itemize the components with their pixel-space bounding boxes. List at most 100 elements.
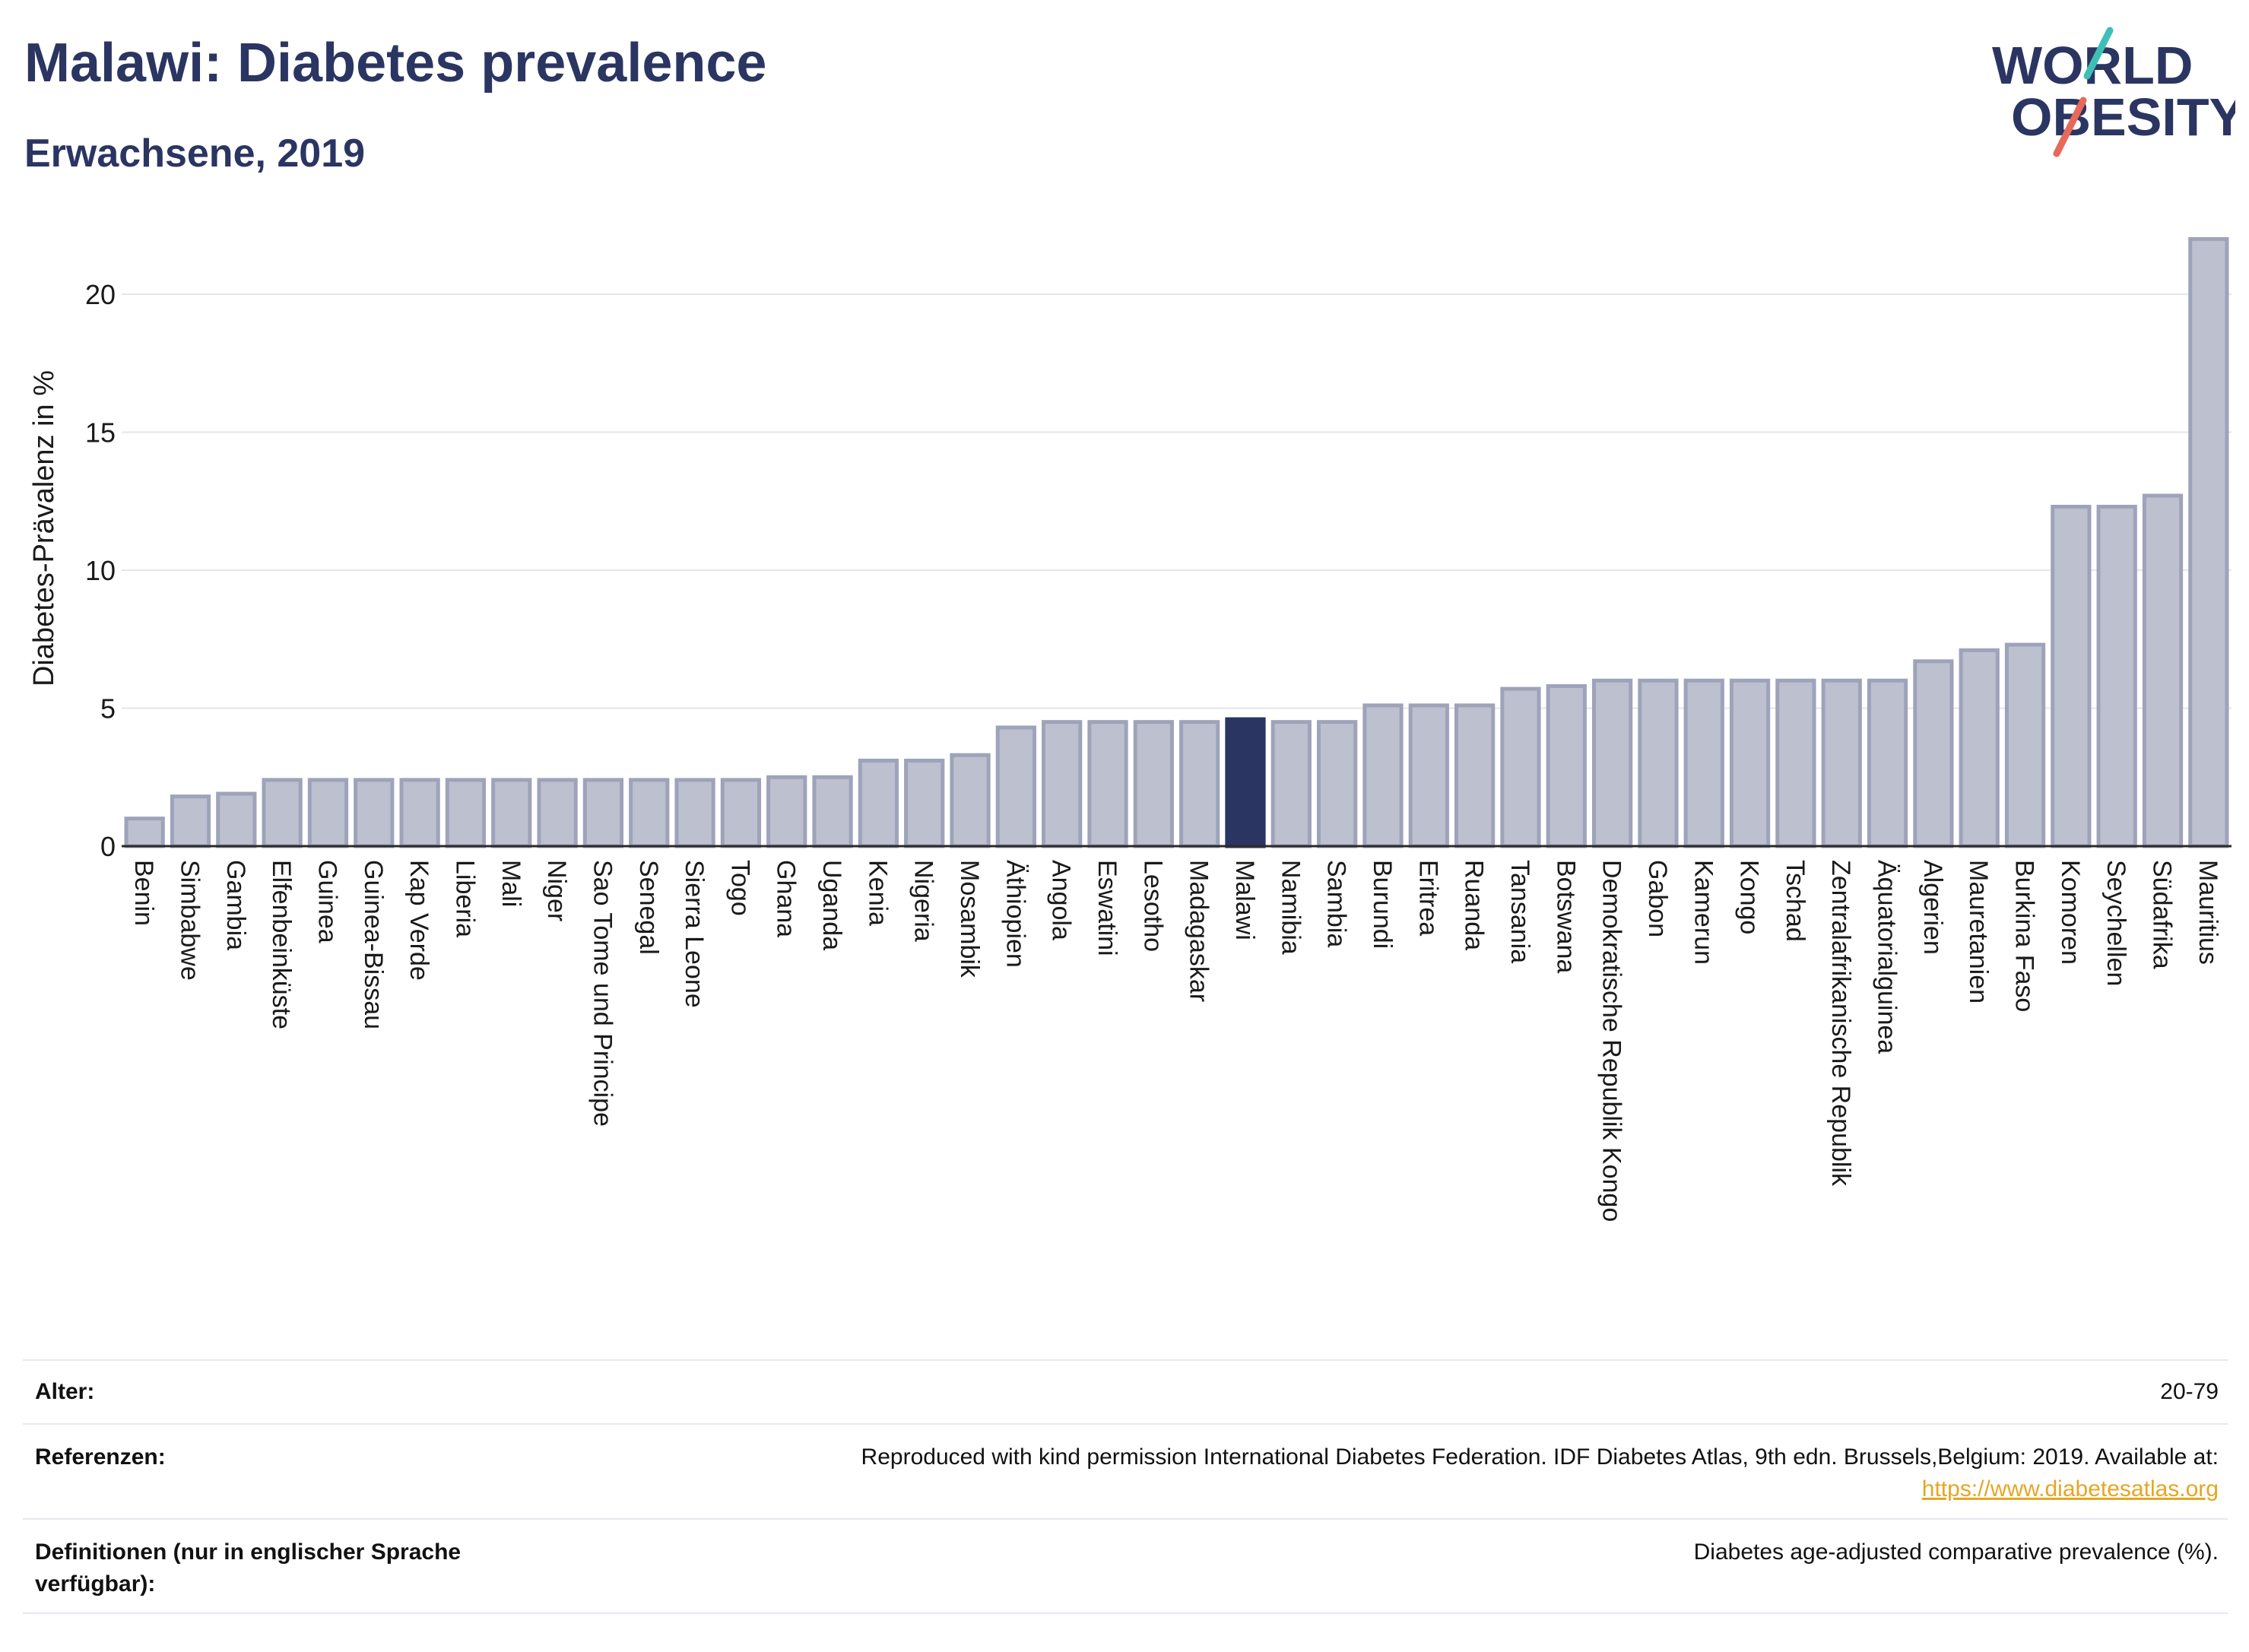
bar-Tansania[interactable] [1500, 686, 1541, 848]
x-tick-label: Togo [725, 860, 754, 916]
x-tick-label: Guinea [312, 860, 341, 943]
bar-Uganda[interactable] [812, 775, 853, 848]
meta-row-age: Alter: 20-79 [23, 1359, 2228, 1423]
logo-text-obesity: OBESITY [2011, 87, 2235, 147]
meta-row-references: Referenzen: Reproduced with kind permiss… [23, 1423, 2228, 1519]
age-label: Alter: [35, 1379, 95, 1404]
x-tick-label: Äquatorialguinea [1873, 860, 1902, 1054]
y-tick-label: 20 [85, 279, 116, 310]
x-tick-label: Äthiopien [1001, 860, 1029, 968]
x-tick-label: Namibia [1276, 860, 1305, 955]
bar-Seychellen[interactable] [2096, 505, 2137, 848]
bar-Madagaskar[interactable] [1179, 720, 1220, 848]
x-tick-label: Benin [129, 860, 158, 926]
bar-Togo[interactable] [720, 778, 762, 848]
x-tick-label: Tansania [1505, 860, 1534, 963]
bar-Lesotho[interactable] [1133, 720, 1174, 848]
bar-Eritrea[interactable] [1408, 703, 1449, 848]
table-bottom-border [23, 1612, 2228, 1614]
bar-Mali[interactable] [491, 778, 532, 848]
bar-Senegal[interactable] [629, 778, 670, 848]
bar-highlight-Malawi[interactable] [1225, 717, 1266, 848]
x-tick-label: Eswatini [1093, 860, 1121, 956]
bar-Ghana[interactable] [766, 775, 807, 848]
x-tick-label: Mauritius [2193, 860, 2222, 965]
x-tick-label: Botswana [1551, 860, 1580, 973]
y-tick-label: 10 [85, 555, 116, 586]
bar-Kamerun[interactable] [1683, 678, 1724, 848]
x-tick-label: Algerien [1918, 860, 1947, 955]
grid-lines [122, 293, 2232, 709]
bar-Kongo[interactable] [1729, 678, 1771, 848]
x-tick-label: Burkina Faso [2010, 860, 2039, 1012]
bar-Benin[interactable] [124, 816, 165, 848]
meta-row-definitions: Definitionen (nur in englischer Sprache … [23, 1518, 2228, 1614]
bar-Tschad[interactable] [1775, 678, 1816, 848]
x-tick-labels: Benin Simbabwe Gambia Elfenbeinküste Guinea G… [129, 860, 2222, 1222]
x-tick-label: Senegal [634, 860, 663, 955]
bar-Demokratische Republik Kongo[interactable] [1591, 678, 1633, 848]
x-tick-label: Guinea-Bissau [359, 860, 388, 1029]
x-tick-label: Eritrea [1413, 860, 1442, 936]
bar-Mauritius[interactable] [2188, 236, 2229, 848]
bar-Guinea-Bissau[interactable] [354, 778, 395, 848]
x-tick-label: Kamerun [1689, 860, 1718, 965]
bar-Zentralafrikanische Republik[interactable] [1821, 678, 1862, 848]
chart-subtitle: Erwachsene, 2019 [24, 132, 366, 176]
y-tick-label: 5 [100, 693, 116, 725]
x-tick-label: Nigeria [909, 860, 938, 942]
definitions-label: Definitionen (nur in englischer Sprache … [35, 1539, 462, 1597]
x-tick-label: Simbabwe [175, 860, 204, 981]
bar-Äquatorialguinea[interactable] [1867, 678, 1908, 848]
bar-Äthiopien[interactable] [995, 725, 1036, 848]
age-value: 20-79 [2160, 1379, 2219, 1404]
y-tick-labels: 0 5 10 15 20 [85, 279, 116, 862]
bar-Burundi[interactable] [1362, 703, 1404, 848]
bar-Elfenbeinküste[interactable] [262, 778, 303, 848]
bar-Sambia[interactable] [1317, 720, 1358, 848]
references-label: Referenzen: [35, 1444, 166, 1470]
x-tick-label: Mauretanien [1964, 860, 1993, 1004]
x-tick-label: Kap Verde [404, 860, 433, 981]
references-text: Reproduced with kind permission Internat… [861, 1444, 2219, 1470]
x-tick-label: Ghana [772, 860, 801, 937]
world-obesity-logo: WORLD OBESITY [1992, 27, 2235, 157]
logo-slash-coral [2053, 97, 2087, 157]
bar-Südafrika[interactable] [2142, 493, 2184, 848]
bar-Gabon[interactable] [1638, 678, 1679, 848]
bar-Simbabwe[interactable] [170, 794, 211, 848]
x-tick-label: Südafrika [2148, 860, 2177, 969]
definitions-value: Diabetes age-adjusted comparative preval… [1693, 1539, 2219, 1565]
bar-Mosambik[interactable] [950, 753, 991, 848]
x-tick-label: Lesotho [1138, 860, 1167, 952]
bar-Algerien[interactable] [1913, 659, 1954, 848]
bar-Sierra Leone[interactable] [674, 778, 715, 848]
bar-Gambia[interactable] [216, 791, 257, 848]
bar-Guinea[interactable] [307, 778, 349, 848]
bar-Angola[interactable] [1042, 720, 1083, 848]
logo-slash-teal [2083, 27, 2114, 80]
x-tick-label: Uganda [817, 860, 846, 950]
bar-Nigeria[interactable] [904, 758, 945, 848]
x-tick-label: Sambia [1322, 860, 1351, 947]
bar-Botswana[interactable] [1546, 683, 1587, 848]
x-tick-label: Gambia [221, 860, 250, 950]
references-link[interactable]: https://www.diabetesatlas.org [1921, 1476, 2219, 1501]
bar-Kap Verde[interactable] [399, 778, 440, 848]
bar-Ruanda[interactable] [1454, 703, 1496, 848]
bar-Eswatini[interactable] [1087, 720, 1128, 848]
bar-Namibia[interactable] [1270, 720, 1312, 848]
bar-Komoren[interactable] [2051, 505, 2092, 848]
bar-Kenia[interactable] [858, 758, 899, 848]
y-tick-label: 0 [100, 831, 116, 862]
bar-Sao Tome und Principe[interactable] [582, 778, 624, 848]
bar-Burkina Faso[interactable] [2004, 642, 2046, 848]
x-tick-label: Angola [1047, 860, 1076, 940]
bar-Liberia[interactable] [445, 778, 487, 848]
bar-Niger[interactable] [537, 778, 578, 848]
x-tick-label: Seychellen [2101, 860, 2130, 986]
chart-title: Malawi: Diabetes prevalence [24, 33, 767, 94]
x-tick-label: Liberia [450, 860, 479, 937]
bar-Mauretanien[interactable] [1959, 648, 2000, 848]
x-tick-label: Tschad [1781, 860, 1810, 942]
